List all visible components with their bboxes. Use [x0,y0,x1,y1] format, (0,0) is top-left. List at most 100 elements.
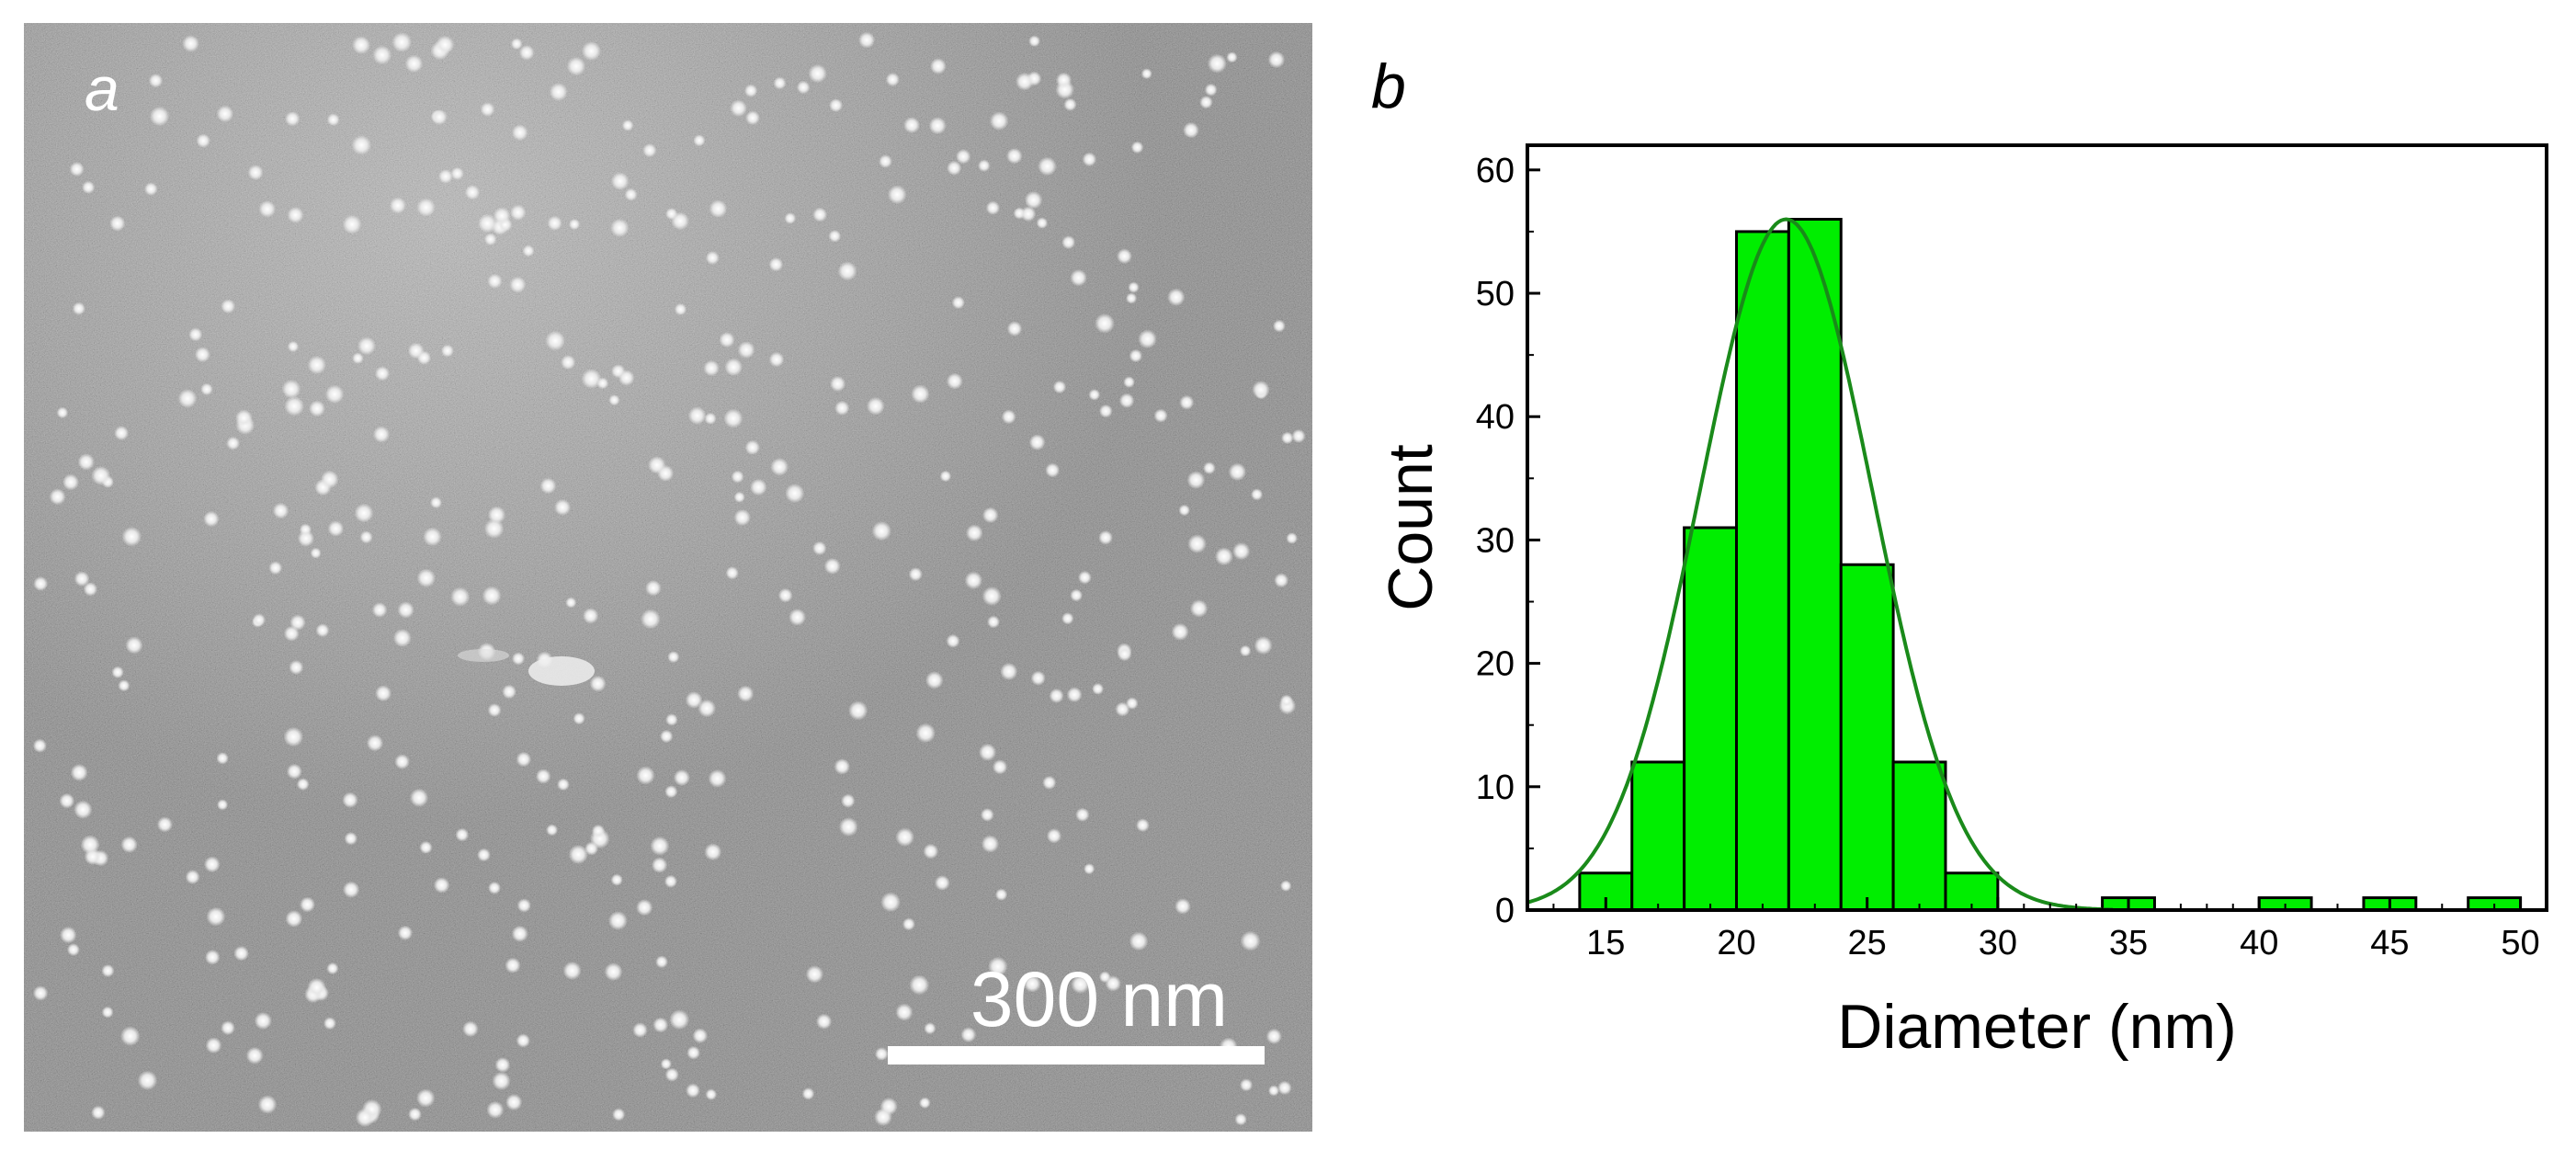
particle [808,63,827,84]
particle [704,843,722,861]
particle [737,341,755,359]
particle [109,215,126,232]
particle [1226,51,1238,63]
particle [988,956,1008,977]
particle [636,766,655,785]
particle [871,520,891,541]
particle [596,377,609,390]
particle [299,523,312,536]
particle [326,113,340,127]
particle [919,1097,931,1109]
particle [1000,662,1018,681]
particle [830,375,846,393]
particle [423,527,442,547]
particle [1123,376,1135,388]
particle [1130,141,1144,154]
particle [1228,462,1247,482]
particle [837,261,857,281]
particle [287,206,304,223]
particle [450,166,464,180]
x-tick-label: 15 [1586,924,1625,962]
particle [994,888,1008,901]
particle [1189,599,1209,618]
particle [642,143,657,158]
particle [352,36,371,54]
particle [483,518,505,539]
particle [705,251,720,265]
x-tick-label: 20 [1717,924,1755,962]
particle [655,955,668,969]
particle [1042,775,1057,791]
particle [366,734,384,752]
particle [1075,807,1090,822]
particle [573,712,585,725]
particle [101,963,115,978]
particle [1279,694,1293,708]
particle [708,769,727,788]
particle [705,1088,718,1100]
particle [1036,217,1049,229]
y-tick-label: 20 [1476,645,1515,684]
particle [359,530,373,544]
scale-bar [888,1046,1265,1065]
particle [964,571,983,590]
particle [247,165,264,181]
particle [397,925,414,940]
particle [895,1003,914,1021]
particle [327,520,345,537]
particle [665,208,678,221]
particle [252,613,266,627]
particle [743,84,758,97]
particle [375,685,392,702]
x-tick-label: 50 [2501,924,2539,962]
particle [1171,622,1189,641]
particle [801,1087,815,1100]
particle [1045,462,1061,478]
particle [300,896,315,913]
particle [653,1017,669,1033]
particle [589,675,607,692]
x-tick-label: 35 [2109,924,2148,962]
histogram-bar [1839,563,1895,912]
particle [33,576,49,591]
particle [965,524,983,542]
panel-label-b: b [1371,51,1406,121]
y-tick-label: 40 [1476,398,1515,437]
particle [505,957,521,974]
particle [693,134,706,147]
particle [581,40,602,62]
particle [1098,529,1113,545]
particle [733,508,751,527]
particle [511,652,526,666]
particle [1095,313,1115,334]
particle [296,778,310,791]
particle [342,881,360,898]
particle [1105,975,1121,992]
particle [1234,1113,1247,1126]
particle [733,491,745,503]
particle [607,911,628,930]
particle [32,985,49,1001]
particle [1023,974,1041,993]
particle [562,961,582,980]
particle [352,352,364,365]
particle [985,200,1001,215]
particle [547,215,562,231]
particle [1138,329,1157,349]
particle [1183,121,1199,139]
particle [946,372,963,390]
particle [777,587,793,603]
particle [939,470,952,483]
particle [610,172,630,191]
particle [310,547,322,559]
particle [478,213,497,233]
particle [934,875,950,891]
particle [719,332,735,348]
particle [355,1108,375,1128]
particle [69,162,85,176]
particle [1046,828,1062,844]
particle [1126,292,1138,304]
particle [610,873,623,886]
particle [354,503,374,523]
